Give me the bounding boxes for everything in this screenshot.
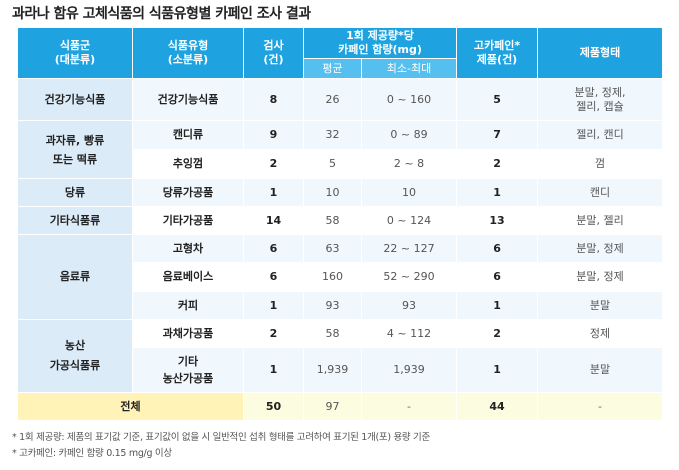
- count-cell: 6: [243, 262, 304, 292]
- range-cell: 0 ~ 160: [360, 78, 458, 121]
- count-cell: 1: [243, 291, 304, 320]
- avg-cell: 32: [303, 120, 362, 150]
- footnote-serving-size: * 1회 제공량: 제품의 표기값 기준, 표기값이 없을 시 일반적인 섭취 …: [12, 432, 430, 443]
- avg-cell: 1,939: [303, 347, 362, 393]
- header-product-form: 제품형태: [537, 27, 664, 79]
- avg-cell: 93: [303, 291, 362, 320]
- table-row: 당류 당류가공품 1 10 10 1 캔디: [17, 178, 664, 207]
- form-cell: 분말, 정제: [537, 234, 664, 263]
- avg-cell: 5: [303, 149, 362, 179]
- avg-cell: 63: [303, 234, 362, 263]
- count-cell: 8: [243, 78, 304, 121]
- food-type-cell: 추잉껌: [132, 149, 244, 179]
- avg-cell: 26: [303, 78, 362, 121]
- high-caffeine-cell: 5: [456, 78, 539, 121]
- high-caffeine-cell: 2: [456, 319, 539, 348]
- form-cell: 젤리, 캔디: [537, 120, 664, 150]
- caffeine-table: 식품군 (대분류) 식품유형 (소분류) 검사 (건) 1회 제공량*당 카페인…: [17, 27, 664, 421]
- food-type-cell: 캔디류: [132, 120, 244, 150]
- count-cell: 9: [243, 120, 304, 150]
- range-cell: 4 ~ 112: [360, 319, 458, 348]
- food-group-cell: 당류: [17, 178, 133, 207]
- header-count: 검사 (건): [243, 27, 304, 79]
- avg-cell: 10: [303, 178, 362, 207]
- food-type-cell: 건강기능식품: [132, 78, 244, 121]
- count-cell: 2: [243, 149, 304, 179]
- header-average: 평균: [303, 58, 362, 79]
- footnotes: * 1회 제공량: 제품의 표기값 기준, 표기값이 없을 시 일반적인 섭취 …: [12, 430, 430, 462]
- form-cell: 분말: [537, 347, 664, 393]
- total-count-cell: 50: [243, 392, 304, 421]
- avg-cell: 58: [303, 206, 362, 235]
- food-type-cell: 커피: [132, 291, 244, 320]
- table-row: 기타식품류 기타가공품 14 58 0 ~ 124 13 분말, 젤리: [17, 206, 664, 235]
- range-cell: 2 ~ 8: [360, 149, 458, 179]
- high-caffeine-cell: 2: [456, 149, 539, 179]
- food-group-cell: 농산 가공식품류: [17, 319, 133, 393]
- table-row: 과자류, 빵류 또는 떡류 캔디류 9 32 0 ~ 89 7 젤리, 캔디: [17, 120, 664, 179]
- form-cell: 분말: [537, 291, 664, 320]
- table-row: 커피 1 93 93 1 분말: [18, 291, 664, 320]
- range-cell: 52 ~ 290: [360, 262, 458, 292]
- high-caffeine-cell: 7: [456, 120, 539, 150]
- high-caffeine-cell: 6: [456, 234, 539, 263]
- food-group-cell: 음료류: [17, 234, 133, 320]
- table-row: 추잉껌 2 5 2 ~ 8 2 껌: [18, 149, 664, 179]
- total-range-cell: -: [360, 392, 458, 421]
- food-type-cell: 당류가공품: [132, 178, 244, 207]
- avg-cell: 160: [303, 262, 362, 292]
- range-cell: 22 ~ 127: [360, 234, 458, 263]
- header-range: 최소-최대: [360, 58, 458, 79]
- table-row: 농산 가공식품류 과채가공품 2 58 4 ~ 112 2 정제: [17, 319, 664, 393]
- table-row: 음료류 고형차 6 63 22 ~ 127 6 분말, 정제: [17, 234, 664, 320]
- food-type-cell: 음료베이스: [132, 262, 244, 292]
- food-type-cell: 기타 농산가공품: [132, 347, 244, 393]
- header-high-caffeine: 고카페인* 제품(건): [456, 27, 539, 79]
- food-type-cell: 과채가공품: [132, 319, 244, 348]
- page-title: 과라나 함유 고체식품의 식품유형별 카페인 조사 결과: [12, 6, 311, 22]
- total-high-caffeine-cell: 44: [456, 392, 539, 421]
- high-caffeine-cell: 1: [456, 291, 539, 320]
- footnote-high-caffeine: * 고카페인: 카페인 함량 0.15 mg/g 이상: [12, 448, 172, 459]
- form-cell: 분말, 정제: [537, 262, 664, 292]
- food-group-cell: 과자류, 빵류 또는 떡류: [17, 120, 133, 179]
- high-caffeine-cell: 13: [456, 206, 539, 235]
- avg-cell: 58: [303, 319, 362, 348]
- form-cell: 껌: [537, 149, 664, 179]
- high-caffeine-cell: 6: [456, 262, 539, 292]
- header-food-group: 식품군 (대분류): [17, 27, 133, 79]
- food-group-cell: 건강기능식품: [17, 78, 133, 121]
- header-caffeine: 1회 제공량*당 카페인 함량(mg): [302, 27, 458, 59]
- total-avg-cell: 97: [303, 392, 362, 421]
- range-cell: 0 ~ 124: [360, 206, 458, 235]
- food-type-cell: 기타가공품: [132, 206, 244, 235]
- form-cell: 캔디: [537, 178, 664, 207]
- table-row: 기타 농산가공품 1 1,939 1,939 1 분말: [18, 347, 664, 393]
- high-caffeine-cell: 1: [456, 347, 539, 393]
- range-cell: 0 ~ 89: [360, 120, 458, 150]
- range-cell: 93: [360, 291, 458, 320]
- header-food-type: 식품유형 (소분류): [132, 27, 244, 79]
- count-cell: 1: [243, 347, 304, 393]
- table-row: 건강기능식품 건강기능식품 8 26 0 ~ 160 5 분말, 정제, 젤리,…: [17, 78, 664, 121]
- form-cell: 분말, 정제, 젤리, 캡슐: [537, 78, 664, 121]
- total-row: 전체 50 97 - 44 -: [17, 392, 664, 421]
- form-cell: 분말, 젤리: [537, 206, 664, 235]
- count-cell: 1: [243, 178, 304, 207]
- range-cell: 10: [360, 178, 458, 207]
- food-type-cell: 고형차: [132, 234, 244, 263]
- total-form-cell: -: [537, 392, 664, 421]
- count-cell: 14: [243, 206, 304, 235]
- count-cell: 6: [243, 234, 304, 263]
- form-cell: 정제: [537, 319, 664, 348]
- count-cell: 2: [243, 319, 304, 348]
- food-group-cell: 기타식품류: [17, 206, 133, 235]
- total-label: 전체: [17, 392, 244, 421]
- high-caffeine-cell: 1: [456, 178, 539, 207]
- range-cell: 1,939: [360, 347, 458, 393]
